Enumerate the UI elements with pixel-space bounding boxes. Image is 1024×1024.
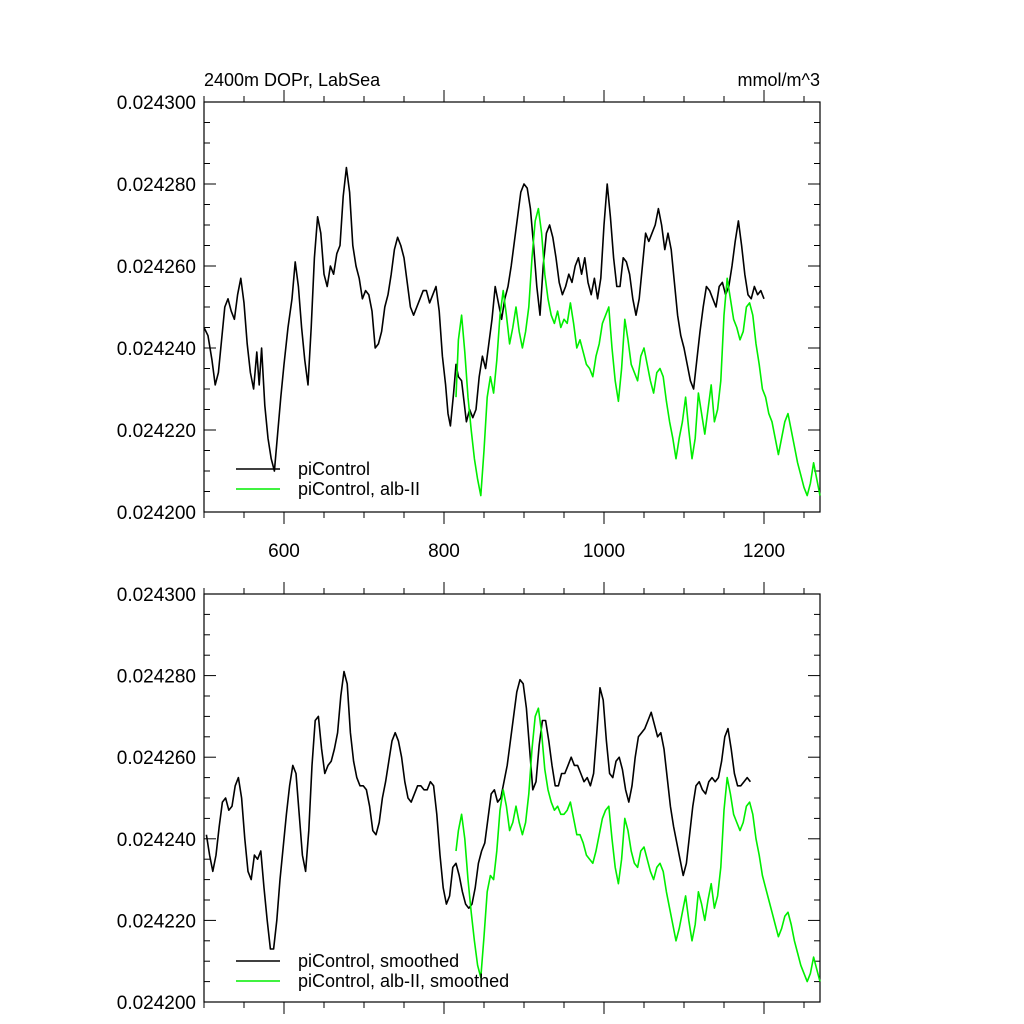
y-tick-label: 0.024260 [117, 257, 196, 278]
y-tick-label: 0.024200 [117, 993, 196, 1014]
series-line-1 [455, 707, 821, 983]
panel-top: 0.024200 0.024220 0.024240 0.024260 0.024280… [117, 90, 821, 562]
y-tick-label: 0.024200 [117, 503, 196, 524]
y-tick-label: 0.024240 [117, 830, 196, 851]
legend-label-1: piControl, alb-II [298, 479, 420, 499]
y-tick-label: 0.024220 [117, 911, 196, 932]
x-tick-label: 1200 [743, 541, 785, 562]
y-tick-label: 0.024260 [117, 748, 196, 769]
series-line-0 [205, 670, 752, 950]
legend-label-0: piControl [298, 459, 370, 479]
series-line-1 [455, 207, 821, 497]
x-tick-label: 1000 [583, 541, 625, 562]
y-tick-label: 0.024240 [117, 339, 196, 360]
legend-label-1: piControl, alb-II, smoothed [298, 971, 509, 991]
x-tick-label: 600 [268, 541, 300, 562]
y-tick-label: 0.024220 [117, 421, 196, 442]
chart-title: 2400m DOPr, LabSea [204, 70, 381, 90]
legend-label-0: piControl, smoothed [298, 951, 459, 971]
y-tick-label: 0.024280 [117, 175, 196, 196]
x-tick-label: 800 [428, 541, 460, 562]
series-line-0 [203, 166, 765, 472]
chart-units: mmol/m^3 [738, 70, 820, 90]
y-tick-label: 0.024280 [117, 667, 196, 688]
panel-bottom: 0.024200 0.024220 0.024240 0.024260 0.024280… [117, 582, 821, 1014]
y-tick-label: 0.024300 [117, 585, 196, 606]
y-tick-label: 0.024300 [117, 93, 196, 114]
